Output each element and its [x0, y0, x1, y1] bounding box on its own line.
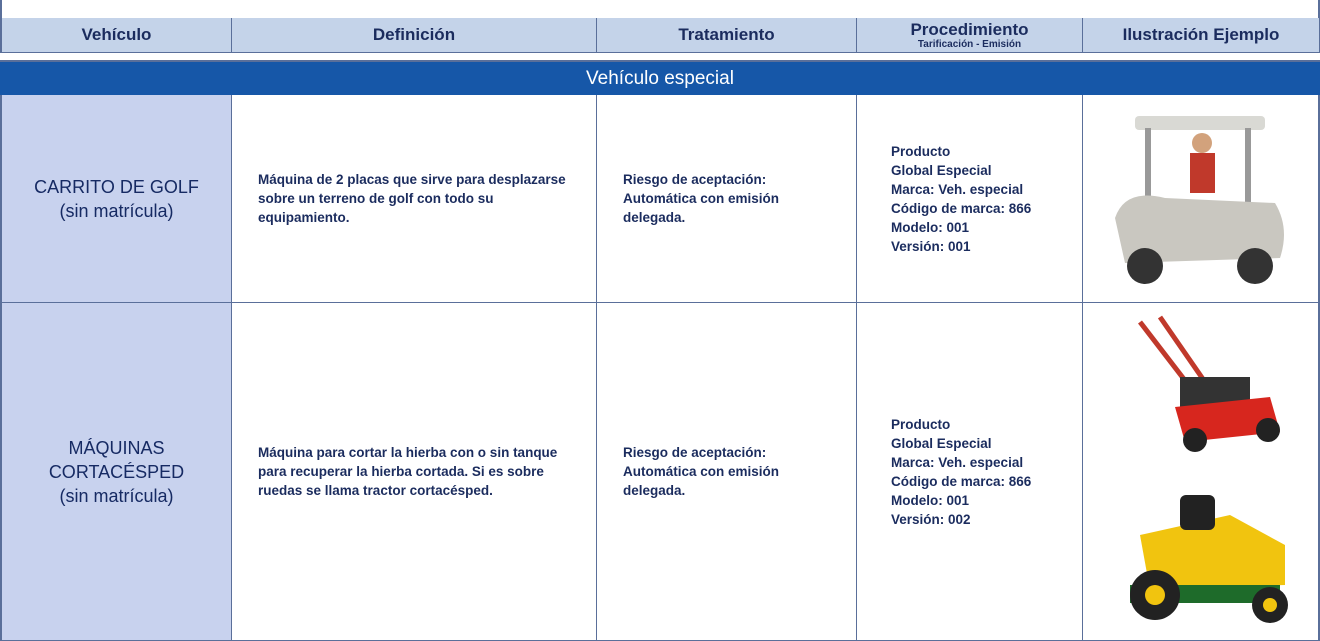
- procedure-line: Producto: [891, 143, 951, 159]
- header-cell: Vehículo: [0, 18, 232, 53]
- definition-text: Máquina de 2 placas que sirve para despl…: [258, 172, 566, 225]
- treatment-text: Riesgo de aceptación: Automática con emi…: [623, 172, 780, 225]
- procedure-line: Versión: 001: [891, 238, 971, 254]
- procedure-line: Modelo: 001: [891, 219, 970, 235]
- procedure-line: Marca: Veh. especial: [891, 454, 1024, 470]
- vehicle-name: CORTACÉSPED: [48, 461, 185, 482]
- illustration-cell: [1083, 95, 1320, 303]
- procedure-cell: Producto Global Especial Marca: Veh. espec…: [857, 95, 1083, 303]
- vehicle-name: CARRITO DE GOLF: [34, 176, 199, 197]
- header-label: Procedimiento: [910, 20, 1029, 39]
- vehicle-name: (sin matrícula): [59, 485, 174, 506]
- golf-cart-illustration: [1115, 116, 1284, 284]
- header-cell: Definición: [232, 18, 597, 53]
- procedure-line: Global Especial: [891, 162, 992, 178]
- procedure-line: Marca: Veh. especial: [891, 181, 1024, 197]
- definition-text: Máquina para cortar la hierba con o sin …: [258, 445, 558, 498]
- vehicle-name: (sin matrícula): [59, 200, 174, 221]
- header-label: Definición: [372, 25, 456, 44]
- section-title: Vehículo especial: [0, 60, 1320, 95]
- header-cell: Tratamiento: [597, 18, 857, 53]
- header-label: Tratamiento: [678, 25, 775, 44]
- procedure-line: Código de marca: 866: [891, 473, 1032, 489]
- treatment-cell: Riesgo de aceptación: Automática con emi…: [597, 95, 857, 303]
- header-label: Vehículo: [81, 25, 152, 44]
- top-strip: [0, 0, 1320, 18]
- illustration-cell: [1083, 303, 1320, 641]
- vehicle-cell: CARRITO DE GOLF (sin matrícula): [0, 95, 232, 303]
- header-cell: Procedimiento Tarificación - Emisión: [857, 18, 1083, 53]
- procedure-line: Global Especial: [891, 435, 992, 451]
- definition-cell: Máquina de 2 placas que sirve para despl…: [232, 95, 597, 303]
- procedure-line: Código de marca: 866: [891, 200, 1032, 216]
- treatment-cell: Riesgo de aceptación: Automática con emi…: [597, 303, 857, 641]
- vehicle-name: MÁQUINAS: [68, 437, 165, 458]
- header-subtitle: Tarificación - Emisión: [917, 39, 1022, 50]
- definition-cell: Máquina para cortar la hierba con o sin …: [232, 303, 597, 641]
- procedure-cell: Producto Global Especial Marca: Veh. espec…: [857, 303, 1083, 641]
- treatment-text: Riesgo de aceptación: Automática con emi…: [623, 445, 780, 498]
- procedure-line: Versión: 002: [891, 511, 971, 527]
- procedure-line: Producto: [891, 416, 951, 432]
- lawn-mower-illustration: [1138, 315, 1280, 452]
- vehicle-cell: MÁQUINAS CORTACÉSPED (sin matrícula): [0, 303, 232, 641]
- header-cell: Ilustración Ejemplo: [1083, 18, 1320, 53]
- procedure-line: Modelo: 001: [891, 492, 970, 508]
- header-label: Ilustración Ejemplo: [1122, 25, 1280, 44]
- lawn-tractor-illustration: [1130, 495, 1288, 623]
